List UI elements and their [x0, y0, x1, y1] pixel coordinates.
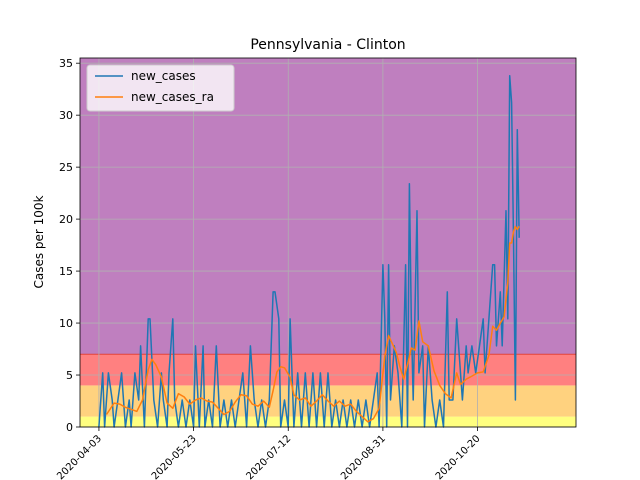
plot-frame	[79, 57, 577, 428]
series-lines	[98, 74, 520, 428]
series-line-new-cases-ra	[105, 225, 520, 423]
y-tick-label-25: 25	[59, 161, 73, 174]
chart-title: Pennsylvania - Clinton	[250, 37, 405, 53]
y-axis-label: Cases per 100k	[32, 195, 46, 288]
y-tick-label-30: 30	[59, 109, 73, 122]
x-tick-label-2020-07-12: 2020-07-12	[244, 433, 293, 480]
risk-bands	[80, 58, 576, 427]
x-tick-label-2020-08-31: 2020-08-31	[339, 433, 388, 480]
y-tick-label-15: 15	[59, 265, 73, 278]
y-tick-label-35: 35	[59, 57, 73, 70]
y-axis-ticks: 0 5 10 15 20 25 30 35	[59, 57, 80, 434]
x-tick-label-2020-04-03: 2020-04-03	[55, 433, 104, 480]
x-tick-label-2020-10-20: 2020-10-20	[434, 433, 483, 480]
y-tick-label-20: 20	[59, 213, 73, 226]
x-tick-label-2020-05-23: 2020-05-23	[150, 433, 199, 480]
series-line-new-cases	[98, 74, 520, 428]
y-tick-label-5: 5	[66, 369, 73, 382]
legend-label-new-cases: new_cases	[131, 69, 196, 83]
x-axis-ticks: 2020-04-03 2020-05-23 2020-07-12 2020-08-31…	[55, 427, 483, 480]
legend: new_cases new_cases_ra	[86, 64, 235, 112]
legend-label-new-cases-ra: new_cases_ra	[131, 90, 214, 104]
y-tick-label-10: 10	[59, 317, 73, 330]
y-tick-label-0: 0	[66, 421, 73, 434]
legend-box	[86, 64, 235, 112]
axes	[79, 57, 577, 428]
band-0	[80, 416, 576, 427]
